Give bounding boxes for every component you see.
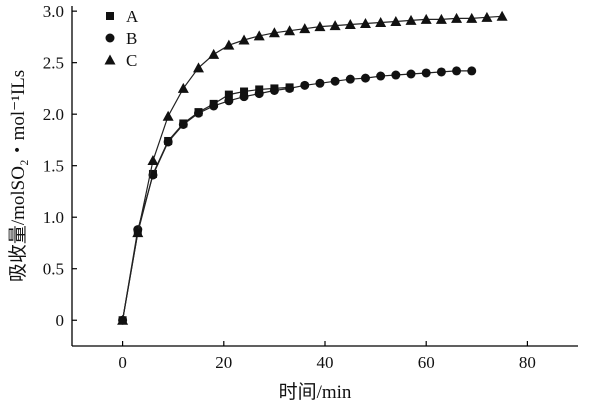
data-point-triangle	[405, 14, 417, 25]
data-point-triangle	[390, 15, 402, 26]
data-point-triangle	[147, 155, 159, 166]
data-point-triangle	[238, 34, 250, 45]
x-ticks: 0 20 40 60 80	[118, 341, 536, 372]
y-tick-label: 0.5	[43, 260, 64, 279]
data-point-square	[240, 87, 249, 96]
data-point-triangle	[420, 13, 432, 24]
data-point-circle	[209, 101, 219, 111]
data-point-circle	[421, 68, 431, 78]
x-tick-label: 80	[519, 353, 536, 372]
data-point-triangle	[299, 23, 311, 34]
data-point-circle	[300, 80, 310, 90]
series-line-A	[122, 86, 290, 321]
series-C	[117, 10, 508, 325]
data-point-circle	[452, 66, 462, 76]
data-point-circle	[285, 83, 295, 93]
data-point-triangle	[104, 54, 116, 65]
legend-label-B: B	[126, 29, 137, 48]
x-axis-title: 时间/min	[279, 381, 352, 403]
x-tick-label: 0	[118, 353, 127, 372]
data-point-triangle	[359, 18, 371, 29]
y-tick-label: 0	[56, 311, 65, 330]
data-point-triangle	[329, 20, 341, 31]
data-point-circle	[239, 92, 249, 102]
legend-label-A: A	[126, 7, 139, 26]
data-point-triangle	[481, 11, 493, 22]
data-point-triangle	[268, 27, 280, 38]
data-point-triangle	[177, 82, 189, 93]
data-point-triangle	[435, 13, 447, 24]
y-tick-label: 2.0	[43, 105, 64, 124]
x-tick-label: 60	[418, 353, 435, 372]
data-point-circle	[224, 96, 234, 106]
data-point-triangle	[132, 227, 144, 238]
data-point-triangle	[253, 30, 265, 41]
x-tick-label: 40	[317, 353, 334, 372]
y-tick-label: 1.5	[43, 157, 64, 176]
series-line-B	[122, 70, 472, 321]
x-tick-label: 20	[215, 353, 232, 372]
data-point-triangle	[193, 62, 204, 73]
plot-frame	[71, 6, 578, 347]
data-point-circle	[376, 71, 386, 81]
data-point-circle	[345, 74, 355, 84]
data-point-triangle	[162, 110, 174, 121]
data-point-triangle	[284, 25, 296, 36]
data-point-circle	[163, 137, 173, 147]
data-point-circle	[315, 78, 325, 88]
data-point-triangle	[208, 48, 220, 59]
data-point-circle	[360, 73, 370, 83]
data-point-circle	[269, 85, 279, 95]
legend-label-C: C	[126, 51, 137, 70]
data-point-triangle	[344, 19, 356, 30]
data-point-circle	[467, 66, 477, 76]
y-ticks: 0 0.5 1.0 1.5 2.0 2.5 3.0	[43, 2, 77, 330]
data-point-triangle	[496, 10, 508, 21]
data-point-circle	[406, 69, 416, 79]
data-point-square	[224, 90, 233, 99]
data-point-triangle	[117, 314, 129, 325]
series-B	[118, 66, 477, 325]
series-layer	[117, 10, 508, 325]
data-point-circle	[330, 76, 340, 86]
data-point-triangle	[314, 21, 326, 32]
data-point-circle	[178, 119, 188, 129]
data-point-circle	[391, 70, 401, 80]
y-tick-label: 1.0	[43, 208, 64, 227]
series-line-C	[122, 15, 503, 321]
legend: ABC	[104, 7, 139, 70]
data-point-circle	[254, 89, 264, 99]
data-point-circle	[436, 67, 446, 77]
data-point-circle	[194, 108, 203, 118]
data-point-triangle	[223, 39, 235, 50]
data-point-circle	[105, 33, 115, 43]
y-tick-label: 2.5	[43, 54, 64, 73]
data-point-triangle	[451, 12, 463, 23]
y-axis-title: 吸收量/molSO₂・mol⁻¹ILs	[7, 70, 29, 282]
data-point-square	[106, 12, 114, 20]
data-point-triangle	[466, 12, 478, 23]
y-tick-label: 3.0	[43, 2, 64, 21]
data-point-triangle	[375, 16, 387, 27]
